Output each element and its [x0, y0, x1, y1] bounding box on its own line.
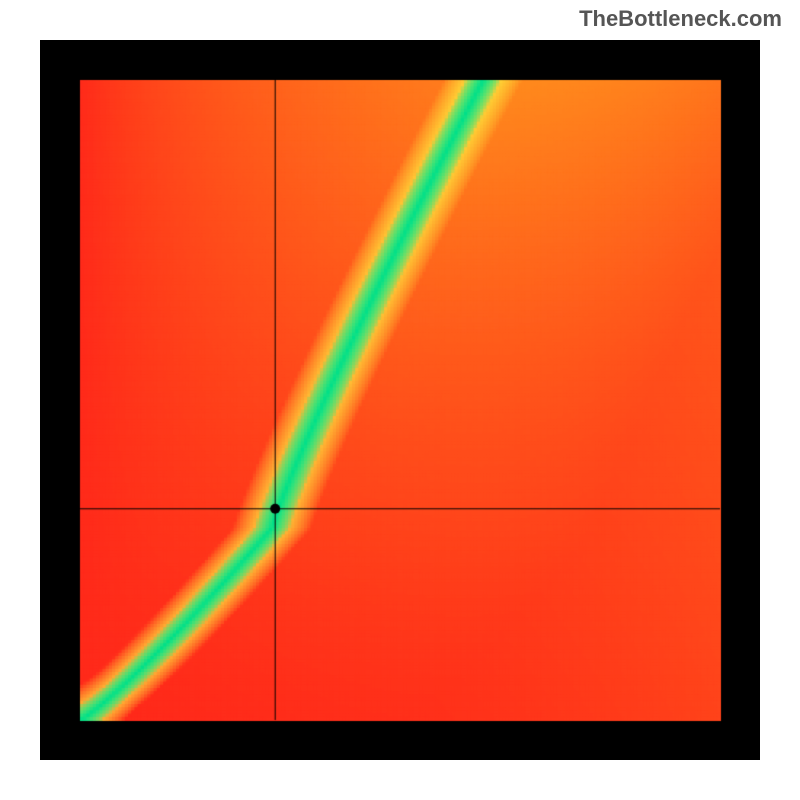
heatmap-canvas: [40, 40, 760, 760]
heatmap-chart: [40, 40, 760, 760]
watermark-text: TheBottleneck.com: [579, 6, 782, 32]
